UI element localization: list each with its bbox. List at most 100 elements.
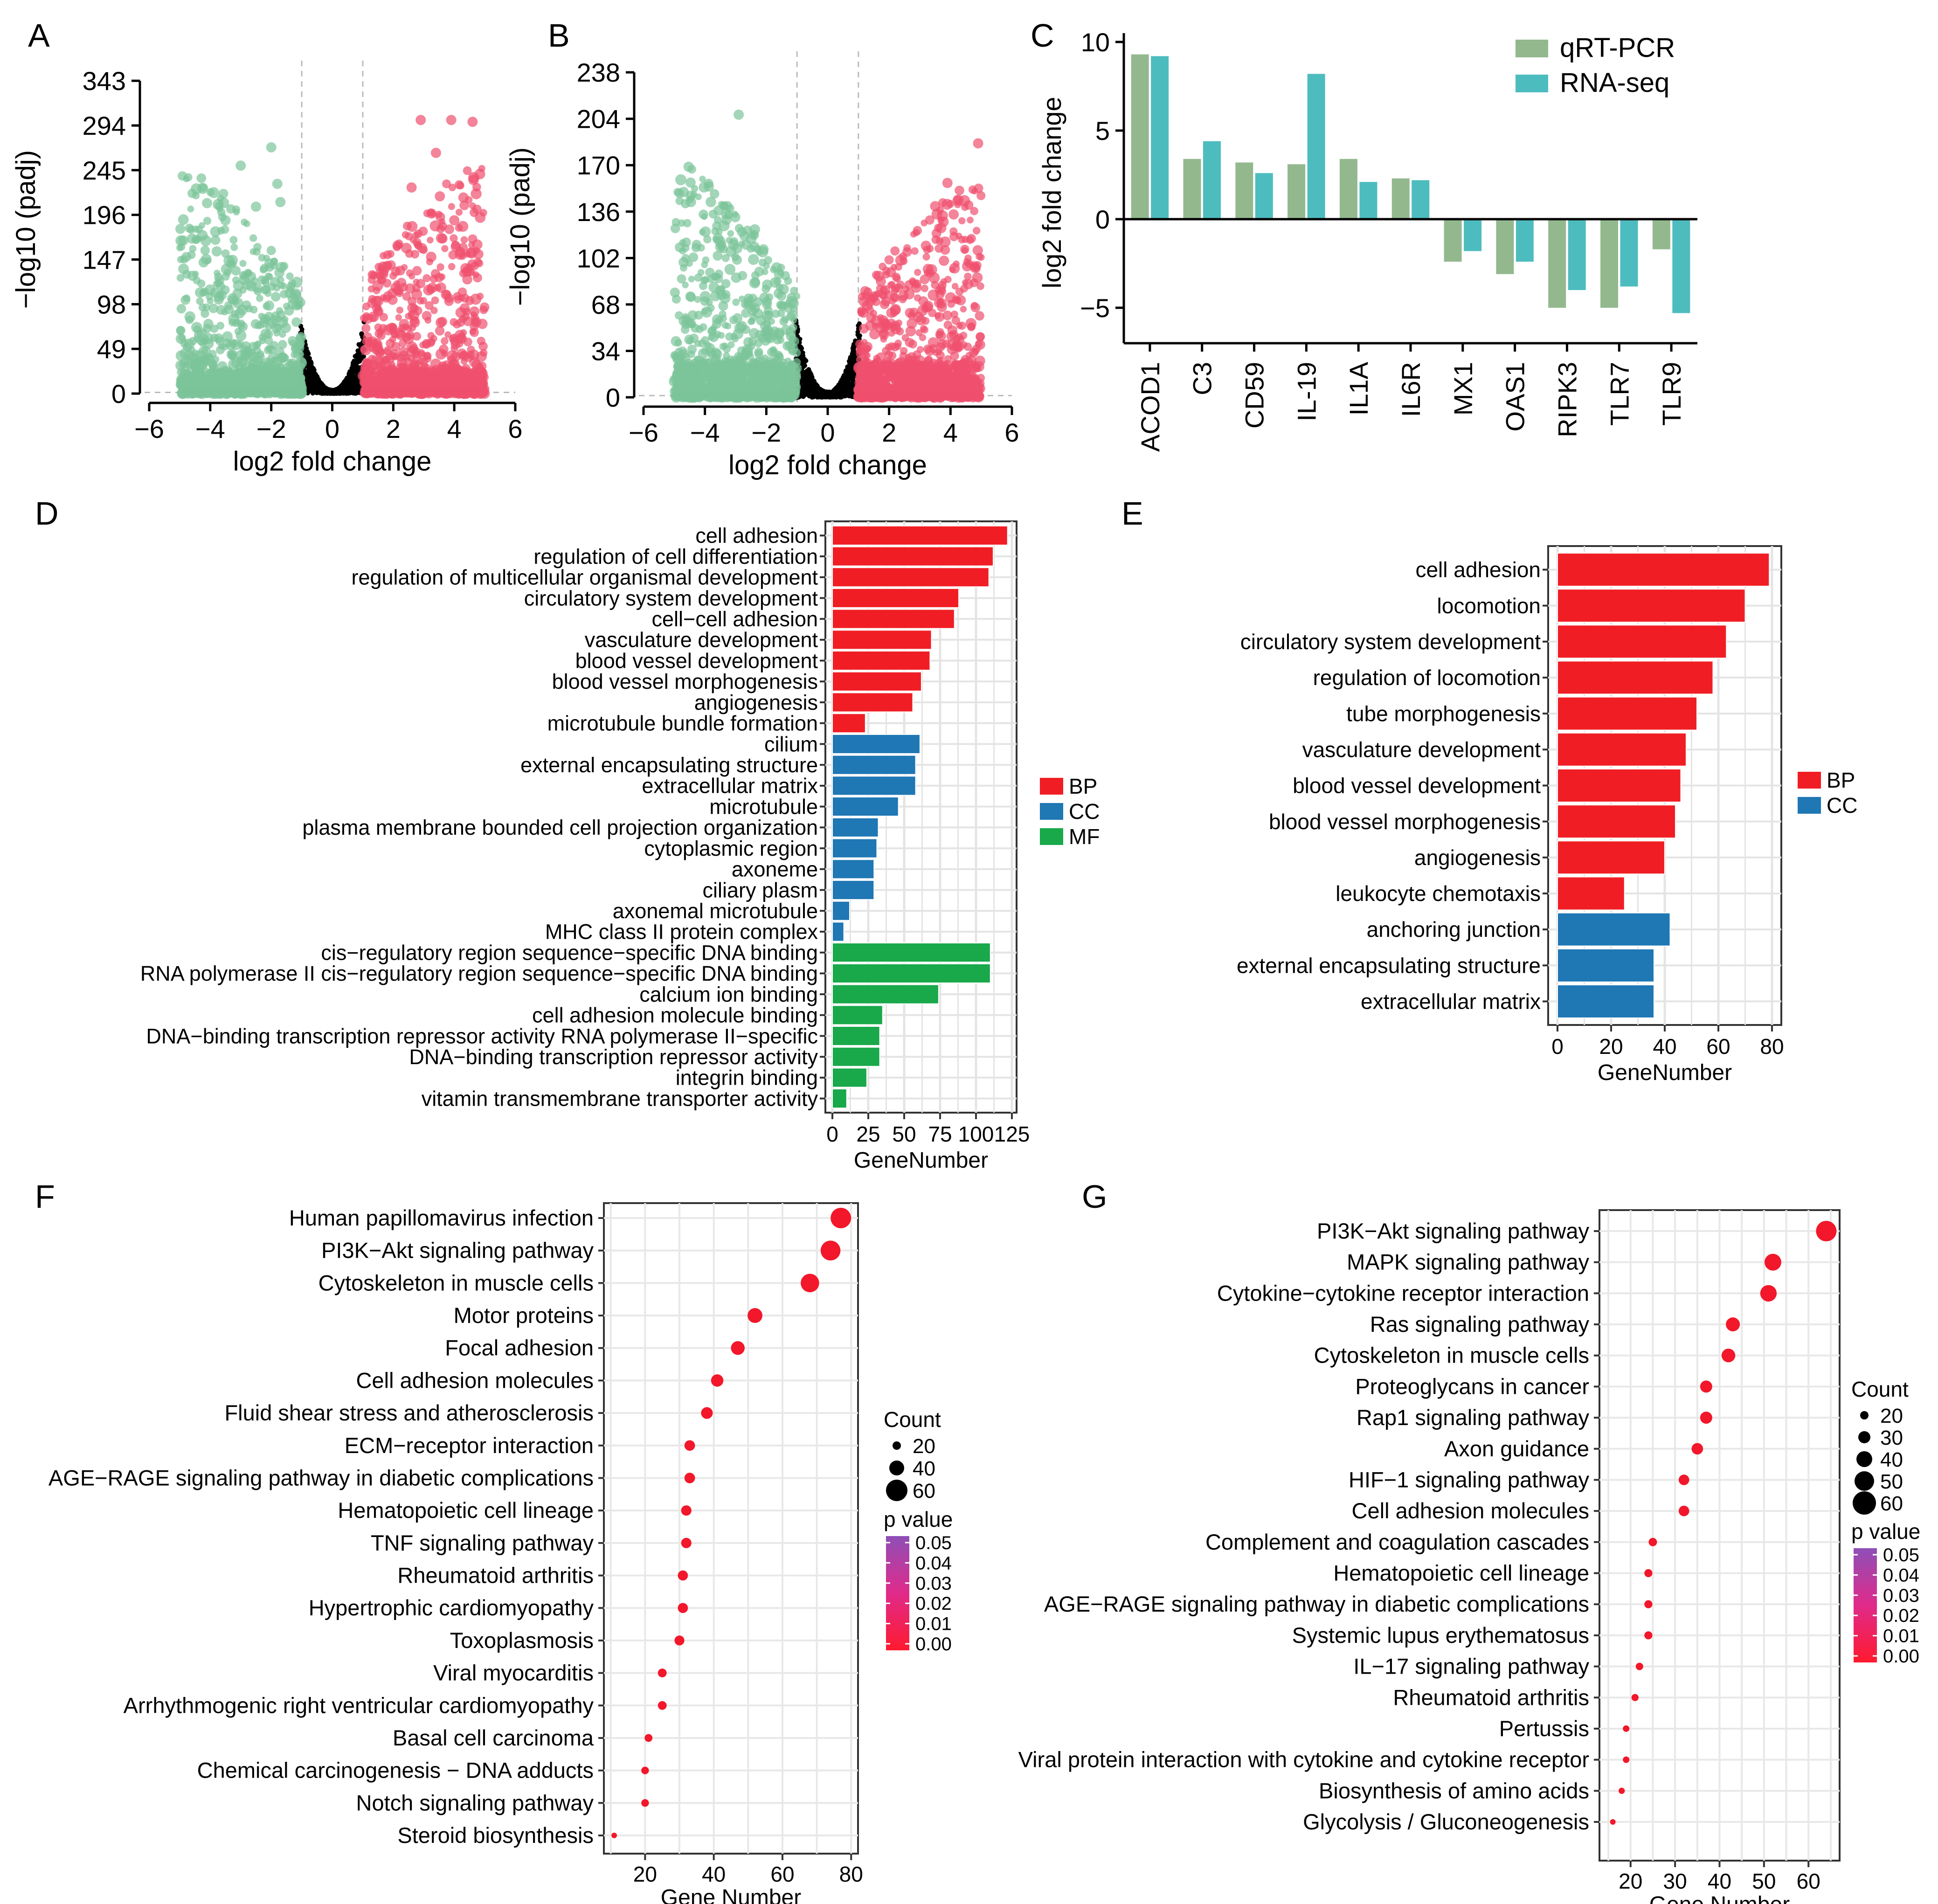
up-point	[471, 314, 479, 322]
up-point	[415, 279, 426, 289]
panel-letter-c: C	[1031, 17, 1054, 54]
down-point	[204, 377, 213, 387]
x-tick-label: 2	[386, 414, 401, 443]
down-point	[217, 208, 226, 217]
up-point	[376, 328, 384, 335]
x-tick-label: 0	[325, 414, 339, 443]
down-point	[196, 297, 204, 305]
ns-point	[359, 331, 364, 336]
y-tick-label: 245	[83, 156, 126, 185]
up-point	[430, 306, 438, 314]
down-point	[298, 386, 306, 395]
y-tick-label: 98	[97, 290, 126, 319]
down-point	[180, 373, 187, 380]
down-point	[185, 223, 194, 233]
down-point	[216, 383, 224, 390]
up-point	[361, 324, 371, 333]
up-point-highlight	[415, 115, 426, 125]
down-point	[242, 279, 253, 290]
down-point	[239, 260, 247, 267]
down-point	[260, 285, 270, 295]
down-point	[228, 313, 240, 325]
down-point	[200, 235, 212, 247]
up-point	[362, 359, 370, 366]
up-point	[362, 315, 370, 322]
down-point	[224, 269, 232, 277]
down-point	[222, 331, 233, 342]
up-point	[444, 331, 451, 339]
down-point	[176, 381, 185, 389]
down-point	[266, 246, 276, 256]
down-point	[177, 388, 188, 399]
down-point	[183, 175, 190, 182]
down-point-highlight	[220, 215, 231, 226]
panel-letter-d: D	[35, 495, 59, 532]
down-point	[175, 224, 186, 234]
up-point	[455, 180, 464, 189]
ns-point	[817, 393, 822, 398]
up-point	[456, 367, 466, 378]
down-point	[182, 362, 190, 371]
x-tick-label: −6	[134, 414, 164, 443]
down-point	[283, 362, 291, 369]
up-point	[412, 266, 422, 276]
down-point	[218, 373, 225, 381]
ns-point	[844, 367, 850, 373]
ns-point	[800, 350, 805, 355]
up-point	[411, 350, 420, 359]
down-point	[210, 325, 219, 333]
up-point	[442, 179, 451, 188]
up-point	[473, 273, 482, 283]
down-point	[220, 225, 229, 234]
up-point	[425, 301, 434, 310]
up-point	[436, 263, 444, 271]
down-point	[286, 272, 294, 280]
up-point	[434, 284, 442, 291]
down-point	[721, 254, 730, 262]
up-point	[472, 204, 482, 214]
up-point	[369, 314, 377, 322]
up-point	[394, 379, 401, 386]
ns-point	[308, 360, 313, 365]
up-point	[422, 274, 431, 283]
down-point	[278, 380, 287, 388]
down-point	[215, 336, 225, 346]
y-axis-label: −log10 (padj)	[11, 150, 41, 309]
down-point	[198, 257, 209, 268]
ns-point	[840, 391, 845, 396]
down-point	[199, 183, 208, 192]
up-point	[427, 332, 435, 339]
up-point	[463, 166, 472, 175]
up-point	[427, 236, 434, 244]
down-point	[274, 268, 284, 278]
up-point	[436, 233, 447, 244]
down-point	[233, 280, 244, 291]
up-point	[409, 317, 420, 328]
up-point	[441, 290, 451, 300]
up-point	[421, 378, 432, 389]
down-point	[187, 270, 198, 281]
down-point	[290, 290, 302, 301]
up-point	[435, 212, 445, 222]
up-point	[465, 296, 474, 305]
down-point	[199, 355, 210, 366]
up-point	[412, 332, 422, 341]
up-point	[463, 337, 472, 346]
up-point	[408, 311, 415, 318]
up-point	[384, 353, 395, 364]
up-point	[396, 353, 406, 363]
up-point	[380, 252, 387, 260]
down-point	[286, 282, 296, 291]
up-point	[468, 234, 478, 244]
y-tick-label: 294	[83, 111, 126, 140]
x-tick-label: −2	[256, 414, 286, 443]
up-point	[436, 388, 446, 398]
up-point	[402, 292, 411, 301]
down-point	[260, 387, 271, 398]
down-point	[192, 225, 200, 233]
down-point	[230, 243, 238, 251]
down-point	[296, 332, 306, 343]
down-point	[235, 330, 247, 341]
up-point	[368, 345, 375, 352]
